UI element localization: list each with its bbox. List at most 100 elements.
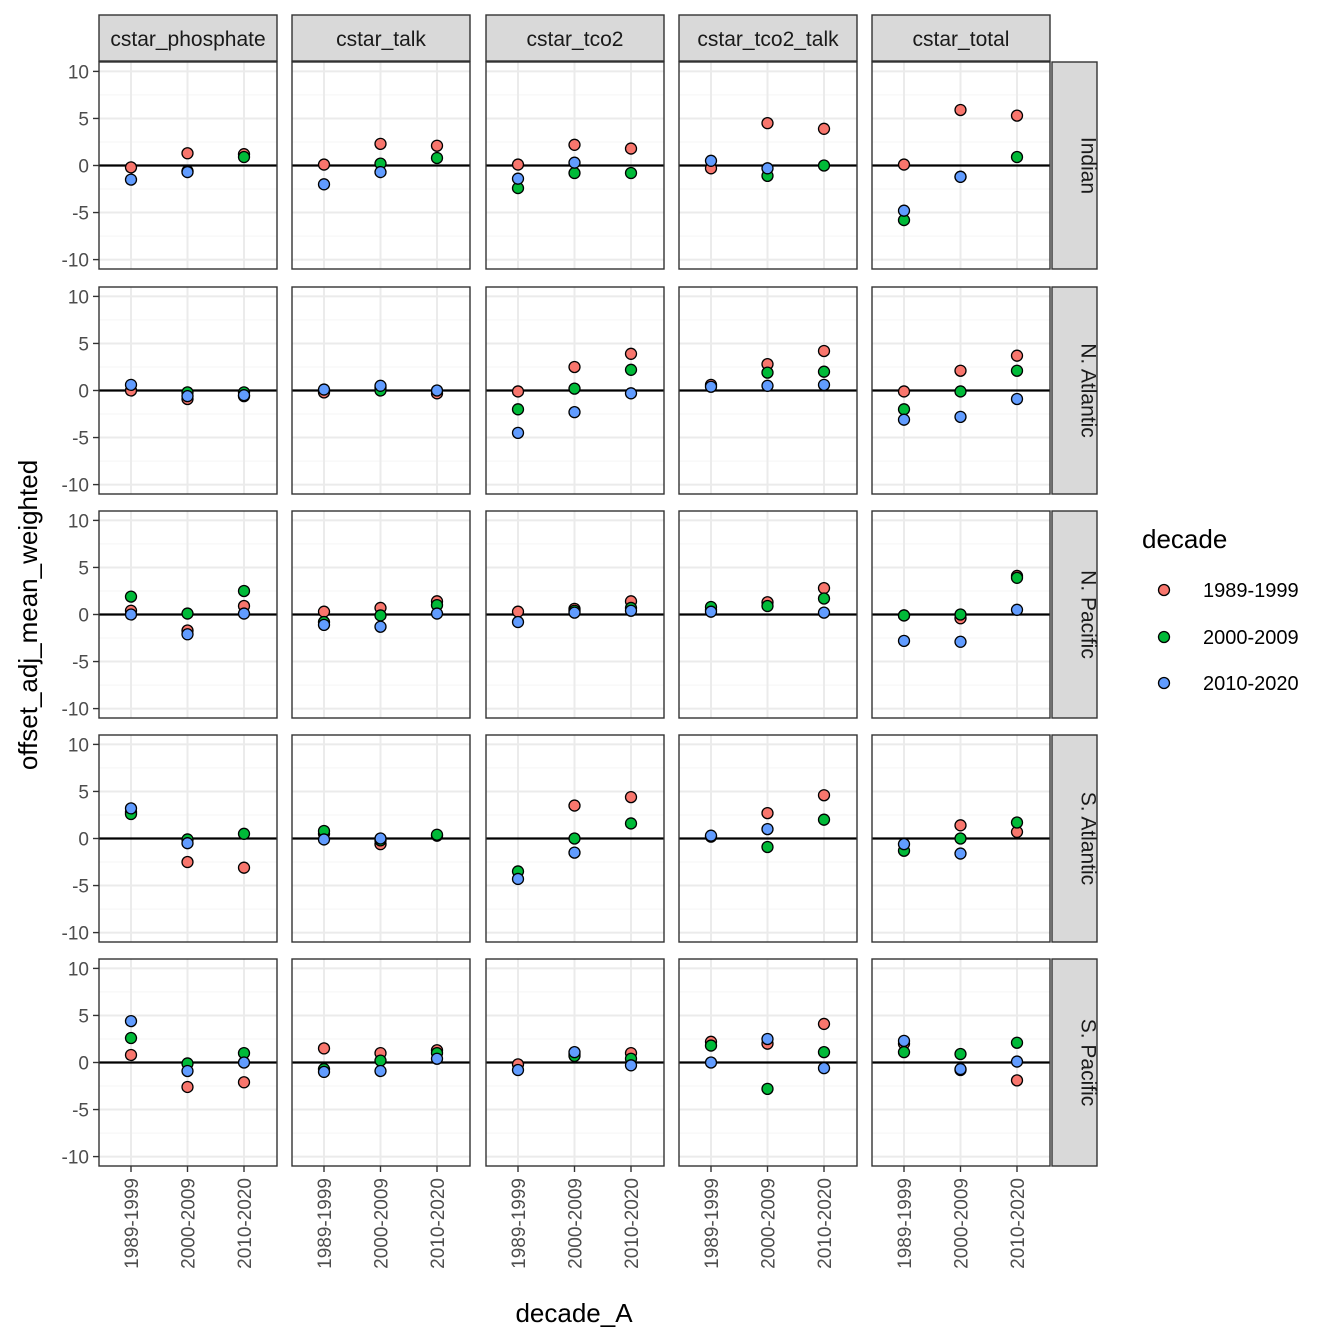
data-point xyxy=(1010,364,1024,377)
data-point xyxy=(704,829,718,842)
panel xyxy=(98,286,278,495)
y-tick-label: 10 xyxy=(68,62,89,83)
y-tick-label: 0 xyxy=(78,830,89,851)
y-tick-label: 10 xyxy=(68,735,89,756)
data-point xyxy=(237,150,251,164)
panel xyxy=(291,734,471,943)
data-point xyxy=(954,635,967,648)
data-point xyxy=(624,387,638,400)
y-tick-label: 10 xyxy=(68,511,89,532)
data-point xyxy=(181,1064,194,1078)
facet-strip-col xyxy=(678,14,858,62)
data-point xyxy=(817,592,831,605)
x-tick-label: 2010-2020 xyxy=(428,1178,449,1269)
facet-strip-row xyxy=(1051,286,1098,495)
data-point xyxy=(1010,349,1024,362)
data-point xyxy=(568,846,581,859)
x-tick-label: 2000-2009 xyxy=(952,1178,973,1269)
panel-border xyxy=(678,734,858,943)
data-point xyxy=(124,161,138,174)
data-point xyxy=(237,1076,251,1089)
y-tick-label: 0 xyxy=(78,606,89,627)
data-point xyxy=(237,1056,251,1069)
data-point xyxy=(181,165,194,179)
facet-label-row: S. Pacific xyxy=(1077,1019,1100,1107)
x-tick-label: 2000-2009 xyxy=(179,1178,200,1269)
panel-border xyxy=(678,286,858,495)
data-point xyxy=(374,137,387,151)
data-point xyxy=(817,1017,831,1031)
facet-label-row: S. Atlantic xyxy=(1077,792,1100,885)
data-point xyxy=(761,822,774,836)
y-tick-label: 10 xyxy=(68,959,89,980)
data-point xyxy=(511,1063,525,1077)
data-point xyxy=(1010,603,1024,616)
data-point xyxy=(124,378,138,392)
x-tick-label: 1989-1999 xyxy=(702,1178,723,1269)
data-point xyxy=(761,1032,774,1046)
data-point xyxy=(568,799,581,812)
x-tick-label: 1989-1999 xyxy=(895,1178,916,1269)
y-tick-label: -10 xyxy=(62,924,89,945)
data-point xyxy=(897,413,911,426)
facet-strip-row xyxy=(1051,61,1098,270)
data-point xyxy=(897,403,911,416)
y-tick-label: 5 xyxy=(78,558,89,579)
data-point xyxy=(430,151,444,165)
panel xyxy=(678,286,858,495)
data-point xyxy=(704,380,718,393)
legend-label: 2000-2009 xyxy=(1203,627,1299,649)
data-point xyxy=(317,1065,331,1079)
data-point xyxy=(568,606,581,619)
x-tick-label: 2010-2020 xyxy=(235,1178,256,1269)
facet-strip-col xyxy=(291,14,471,62)
legend-key xyxy=(1157,630,1171,644)
panel xyxy=(871,510,1051,719)
data-point xyxy=(954,608,967,621)
data-point xyxy=(374,379,387,392)
data-point xyxy=(897,204,911,217)
data-point xyxy=(817,378,831,392)
facet-strip-row xyxy=(1051,734,1098,943)
data-point xyxy=(568,1046,581,1059)
y-tick-label: 5 xyxy=(78,782,89,803)
data-point xyxy=(181,1080,194,1094)
data-point xyxy=(897,634,911,647)
data-point xyxy=(817,159,831,172)
data-point xyxy=(568,166,581,180)
panel xyxy=(485,286,665,495)
x-tick-label: 2010-2020 xyxy=(1008,1178,1029,1269)
data-point xyxy=(897,158,911,171)
data-point xyxy=(761,162,774,175)
panel-border xyxy=(678,510,858,719)
facet-label-col: cstar_talk xyxy=(336,28,426,51)
y-tick-label: -5 xyxy=(72,1101,89,1122)
data-point xyxy=(817,582,831,595)
data-point xyxy=(624,347,638,360)
panel xyxy=(871,958,1051,1167)
data-point xyxy=(374,165,387,179)
legend-label: 1989-1999 xyxy=(1203,580,1299,602)
data-point xyxy=(624,1059,638,1072)
panel xyxy=(98,958,278,1167)
facet-strip-col xyxy=(871,14,1051,62)
data-point xyxy=(954,170,967,183)
data-point xyxy=(430,828,444,841)
data-point xyxy=(374,1064,387,1078)
x-tick-label: 2000-2009 xyxy=(372,1178,393,1269)
data-point xyxy=(761,379,774,392)
data-point xyxy=(624,363,638,376)
data-point xyxy=(181,389,194,403)
data-point xyxy=(511,385,525,398)
data-point xyxy=(817,344,831,358)
data-point xyxy=(237,584,251,598)
data-point xyxy=(761,117,774,130)
x-tick-label: 2000-2009 xyxy=(566,1178,587,1269)
y-tick-label: 5 xyxy=(78,1006,89,1027)
data-point xyxy=(817,1046,831,1059)
data-point xyxy=(954,385,967,398)
facet-strip-col xyxy=(98,14,278,62)
panel xyxy=(291,61,471,270)
y-tick-label: -10 xyxy=(62,251,89,272)
data-point xyxy=(761,1082,774,1095)
